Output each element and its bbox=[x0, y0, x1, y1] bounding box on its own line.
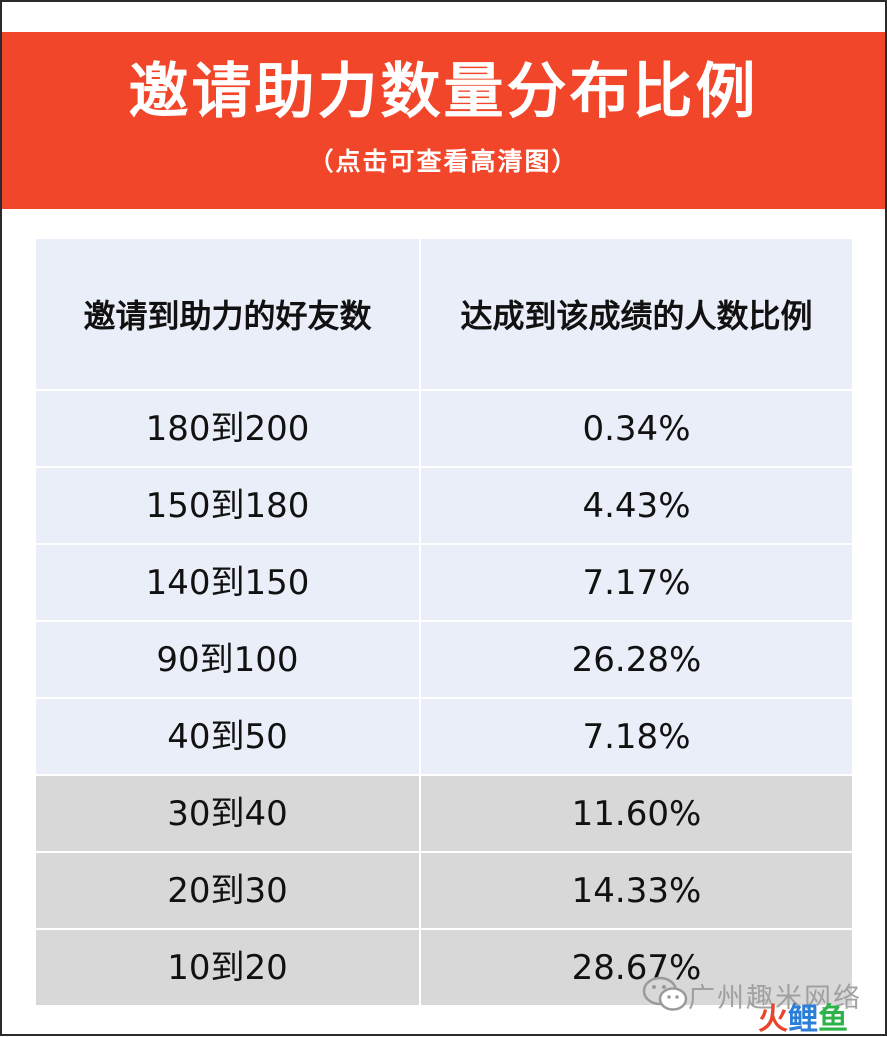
logo-char: 鱼 bbox=[818, 1002, 848, 1037]
percent-cell: 7.17% bbox=[582, 562, 691, 603]
page-subtitle[interactable]: （点击可查看高清图） bbox=[308, 147, 579, 176]
table-row: 90到100 26.28% bbox=[36, 622, 852, 699]
percent-cell: 26.28% bbox=[571, 639, 702, 680]
table-row: 150到180 4.43% bbox=[36, 468, 852, 545]
distribution-table: 邀请到助力的好友数 达成到该成绩的人数比例 180到200 0.34% 150到… bbox=[36, 239, 852, 1007]
logo-char: 鲤 bbox=[788, 1002, 818, 1037]
table-header-row: 邀请到助力的好友数 达成到该成绩的人数比例 bbox=[36, 239, 852, 391]
table-row: 140到150 7.17% bbox=[36, 545, 852, 622]
range-cell: 180到200 bbox=[36, 391, 421, 466]
page-title: 邀请助力数量分布比例 bbox=[128, 57, 759, 127]
percent-cell: 11.60% bbox=[571, 793, 702, 834]
title-banner: 邀请助力数量分布比例 （点击可查看高清图） bbox=[2, 32, 885, 209]
watermark: 广州趣米网络 火鲤鱼 bbox=[642, 974, 877, 1036]
wechat-icon bbox=[642, 976, 688, 1011]
watermark-logo: 火鲤鱼 bbox=[758, 1004, 848, 1036]
percent-cell: 4.43% bbox=[582, 485, 691, 526]
percent-cell: 0.34% bbox=[582, 408, 691, 449]
header-friend-count: 邀请到助力的好友数 bbox=[36, 239, 421, 389]
percent-cell: 14.33% bbox=[571, 870, 702, 911]
table-row: 30到40 11.60% bbox=[36, 776, 852, 853]
range-cell: 30到40 bbox=[36, 776, 421, 851]
watermark-text: 广州趣米网络 bbox=[688, 983, 862, 1014]
range-cell: 10到20 bbox=[36, 930, 421, 1005]
percent-cell: 28.67% bbox=[571, 947, 702, 988]
range-cell: 150到180 bbox=[36, 468, 421, 543]
table-row: 180到200 0.34% bbox=[36, 391, 852, 468]
range-cell: 90到100 bbox=[36, 622, 421, 697]
range-cell: 140到150 bbox=[36, 545, 421, 620]
table-row: 40到50 7.18% bbox=[36, 699, 852, 776]
table-row: 10到20 28.67% bbox=[36, 930, 852, 1007]
table-row: 20到30 14.33% bbox=[36, 853, 852, 930]
header-percentage: 达成到该成绩的人数比例 bbox=[460, 297, 813, 335]
logo-char: 火 bbox=[758, 1002, 788, 1037]
range-cell: 20到30 bbox=[36, 853, 421, 928]
range-cell: 40到50 bbox=[36, 699, 421, 774]
percent-cell: 7.18% bbox=[582, 716, 691, 757]
